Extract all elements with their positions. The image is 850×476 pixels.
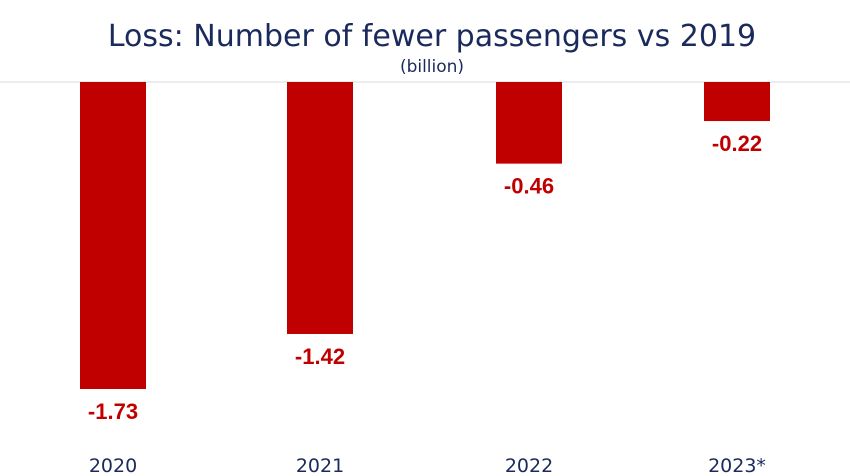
value-label-1: -1.73 — [88, 399, 138, 424]
category-label-1: 2020 — [89, 455, 137, 476]
value-label-3: -0.46 — [504, 174, 554, 199]
bar-3 — [496, 82, 562, 164]
category-label-4: 2023* — [708, 455, 766, 476]
bar-1 — [80, 82, 146, 389]
category-labels-group: 2020 2021 2022 2023* — [89, 455, 766, 476]
chart-title: Loss: Number of fewer passengers vs 2019 — [108, 19, 756, 54]
value-labels-group: -1.73 -1.42 -0.46 -0.22 — [88, 131, 762, 424]
chart-subtitle: (billion) — [400, 57, 464, 77]
value-label-4: -0.22 — [712, 131, 762, 156]
bars-group — [80, 82, 770, 389]
category-label-3: 2022 — [505, 455, 553, 476]
value-label-2: -1.42 — [295, 344, 345, 369]
bar-2 — [287, 82, 353, 334]
bar-4 — [704, 82, 770, 122]
category-label-2: 2021 — [296, 455, 344, 476]
